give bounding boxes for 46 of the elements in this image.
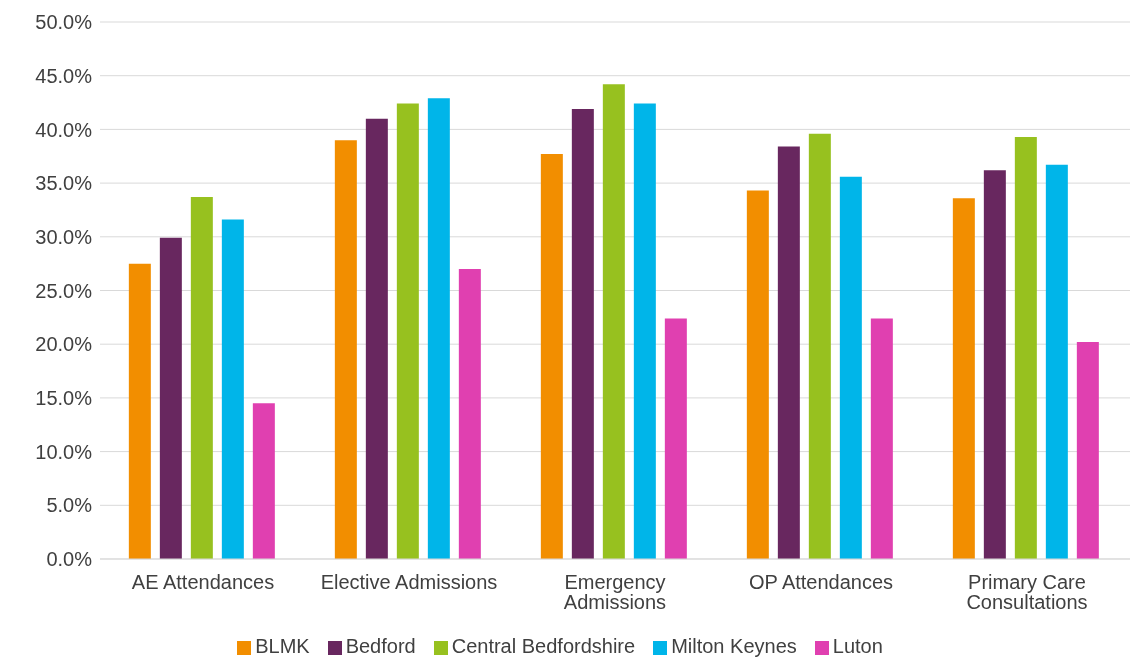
- x-tick-label: OP Attendances: [748, 571, 894, 594]
- bar: [334, 140, 357, 559]
- legend-label: Bedford: [345, 635, 416, 657]
- bar: [159, 237, 182, 559]
- x-tick-label: AE Attendances: [131, 571, 275, 594]
- x-tick-label: Emergency Admissions: [563, 571, 667, 614]
- bar: [458, 269, 481, 559]
- bar: [839, 176, 862, 559]
- bar: [808, 133, 831, 559]
- y-tick-label: 5.0%: [46, 494, 93, 517]
- bar: [952, 198, 975, 559]
- bar: [664, 318, 687, 559]
- legend-label: Milton Keynes: [671, 635, 797, 657]
- y-tick-label: 20.0%: [35, 333, 93, 356]
- bar: [252, 403, 275, 559]
- legend-label: Central Bedfordshire: [451, 635, 636, 657]
- y-tick-label: 40.0%: [35, 118, 93, 141]
- x-tick-label: Elective Admissions: [320, 571, 498, 594]
- legend-label: Luton: [832, 635, 883, 657]
- y-tick-label: 0.0%: [46, 548, 93, 571]
- bar: [190, 197, 213, 559]
- bar: [221, 219, 244, 559]
- bar: [1014, 136, 1037, 559]
- bar: [128, 263, 151, 559]
- y-tick-label: 35.0%: [35, 172, 93, 195]
- y-tick-label: 25.0%: [35, 279, 93, 302]
- y-tick-label: 45.0%: [35, 64, 93, 87]
- bar: [365, 118, 388, 559]
- bar: [777, 146, 800, 559]
- bar: [746, 190, 769, 559]
- bar: [983, 170, 1006, 559]
- y-tick-label: 30.0%: [35, 225, 93, 248]
- y-tick-label: 15.0%: [35, 387, 93, 409]
- bar: [1045, 164, 1068, 559]
- bar: [427, 98, 450, 559]
- bar: [1076, 342, 1099, 559]
- y-tick-label: 10.0%: [35, 440, 93, 463]
- y-tick-label: 50.0%: [35, 11, 93, 34]
- x-tick-label: Primary Care Consultations: [966, 571, 1088, 614]
- bar: [396, 103, 419, 559]
- bar: [870, 318, 893, 559]
- bar: [633, 103, 656, 559]
- bar: [571, 108, 594, 559]
- bar: [602, 84, 625, 559]
- bar: [540, 154, 563, 559]
- legend-label: BLMK: [255, 635, 310, 657]
